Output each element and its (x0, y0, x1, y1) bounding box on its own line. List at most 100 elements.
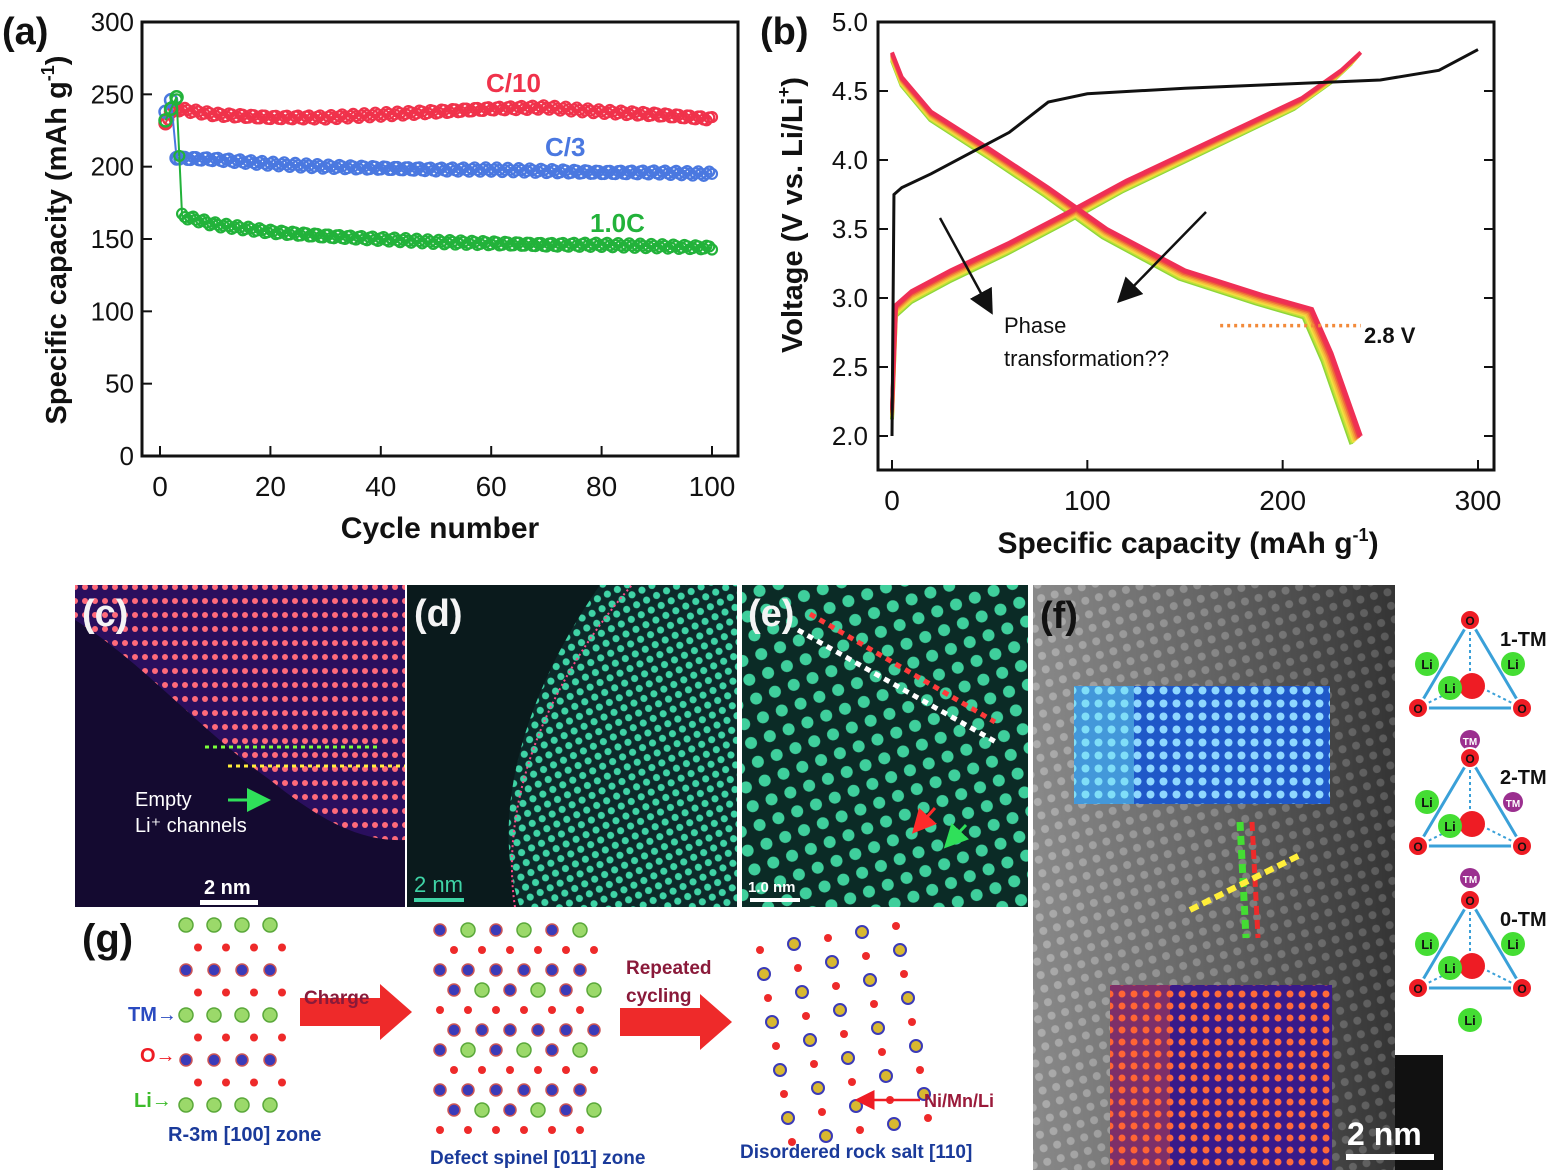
y-tick-label-a: 200 (91, 152, 134, 182)
tm-atom (1460, 730, 1480, 750)
data-point (211, 218, 225, 231)
o-site (856, 1126, 864, 1134)
o-site (194, 988, 202, 997)
phase-text-1: Phase (1004, 313, 1066, 338)
oxygen-label: O (1413, 702, 1422, 716)
tm-site (489, 923, 503, 937)
data-point (705, 110, 719, 124)
x-axis-title-a: Cycle number (341, 512, 540, 545)
o-site (788, 1138, 796, 1146)
tm-site (545, 963, 559, 977)
x-tick-label-a: 80 (586, 471, 617, 502)
li-atom (1501, 652, 1525, 676)
tm-site (207, 963, 221, 977)
o-site (250, 1033, 258, 1042)
tm-site (587, 1023, 601, 1037)
o-site (278, 943, 286, 952)
center-atom (1459, 953, 1485, 979)
y-tick-label-a: 250 (91, 79, 134, 109)
mixed-site (917, 1087, 931, 1101)
discharge-curve (890, 58, 1355, 444)
tm-site (447, 1103, 461, 1117)
data-point (222, 220, 236, 233)
tm-site (559, 1103, 573, 1117)
mixed-site (887, 1117, 901, 1131)
li-atom (1415, 652, 1439, 676)
li-site (234, 917, 250, 933)
y-tick-label-b: 2.5 (832, 352, 868, 382)
y-tick-label-b: 5.0 (832, 7, 868, 37)
tm-site (489, 1083, 503, 1097)
mixed-site (811, 1081, 825, 1095)
tm-site (433, 1083, 447, 1097)
cycling-label-2: cycling (626, 986, 691, 1007)
oxygen-atom (1459, 747, 1481, 769)
x-tick-label-b: 0 (884, 485, 900, 516)
x-tick-label-b: 100 (1064, 485, 1111, 516)
li-atom (1438, 676, 1462, 700)
li-label: Li (1421, 657, 1433, 672)
li-site (474, 1102, 490, 1118)
li-site (178, 1007, 194, 1023)
phase-text-2: transformation?? (1004, 346, 1169, 371)
panel-label-a: (a) (2, 11, 48, 53)
y-tick-label-b: 4.0 (832, 145, 868, 175)
mixed-site-label: Ni/Mn/Li (924, 1091, 994, 1111)
o-site (492, 1006, 500, 1014)
panel-label-d: (d) (414, 593, 463, 635)
label-c10: C/10 (486, 68, 541, 98)
li-label: Li (1444, 681, 1456, 696)
li-site (460, 1042, 476, 1058)
o-site (562, 946, 570, 954)
center-atom (1459, 673, 1485, 699)
o-site (520, 1006, 528, 1014)
mixed-site (833, 1003, 847, 1017)
o-site (478, 1066, 486, 1074)
microscopy-panels: (c) Empty Li⁺ channels 2 nm (d) 2 nm (e)… (75, 584, 1547, 1170)
o-site (862, 952, 870, 960)
oxygen-label: O (1465, 894, 1474, 908)
data-point (250, 224, 263, 237)
mixed-site (825, 955, 839, 969)
structure-schematic: (g) TM→ O→ Li→ R-3m [100] zone Charge De… (82, 917, 994, 1169)
caption-rocksalt: Disordered rock salt [110] (740, 1142, 972, 1163)
lattice-r3m (178, 917, 286, 1113)
initial-point (163, 101, 179, 117)
o-site (534, 946, 542, 954)
li-site (516, 1042, 532, 1058)
tm-site (489, 1043, 503, 1057)
o-site (548, 1126, 556, 1134)
scale-text-f: 2 nm (1347, 1116, 1422, 1152)
li-site (474, 982, 490, 998)
o-site (794, 964, 802, 972)
o-site (492, 1126, 500, 1134)
o-site (780, 1090, 788, 1098)
tm-atom (1503, 792, 1523, 812)
label-c3: C/3 (545, 132, 585, 162)
tetrahedra-diagrams: O O O Li Li Li TM 1-TM O O O Li TM Li TM 2-TM O O O Li Li Li L… (1407, 609, 1547, 1032)
x-tick-label-a: 0 (152, 471, 168, 502)
data-point (656, 110, 669, 123)
tm-site (179, 963, 193, 977)
li-site (234, 1007, 250, 1023)
mixed-site (879, 1069, 893, 1083)
legend-tm: TM→ (128, 1004, 177, 1026)
o-site (832, 982, 840, 990)
oxygen-atom (1459, 609, 1481, 631)
o-site (870, 1000, 878, 1008)
discharge-curve (890, 51, 1363, 437)
tm-site (433, 963, 447, 977)
tm-site (475, 1023, 489, 1037)
data-point (705, 167, 719, 180)
data-point (705, 243, 719, 256)
y-tick-label-b: 3.5 (832, 214, 868, 244)
mixed-site (765, 1015, 779, 1029)
y-tick-label-a: 50 (105, 369, 134, 399)
o-site (818, 1108, 826, 1116)
voltage-profile-chart: (b) 2.0 2.5 3.0 3.5 4.0 4.5 5.0 0 100 200 300 2.8 … (760, 7, 1501, 560)
tm-site (433, 923, 447, 937)
o-site (576, 1006, 584, 1014)
y-tick-label-a: 150 (91, 224, 134, 254)
tm-site (503, 1103, 517, 1117)
